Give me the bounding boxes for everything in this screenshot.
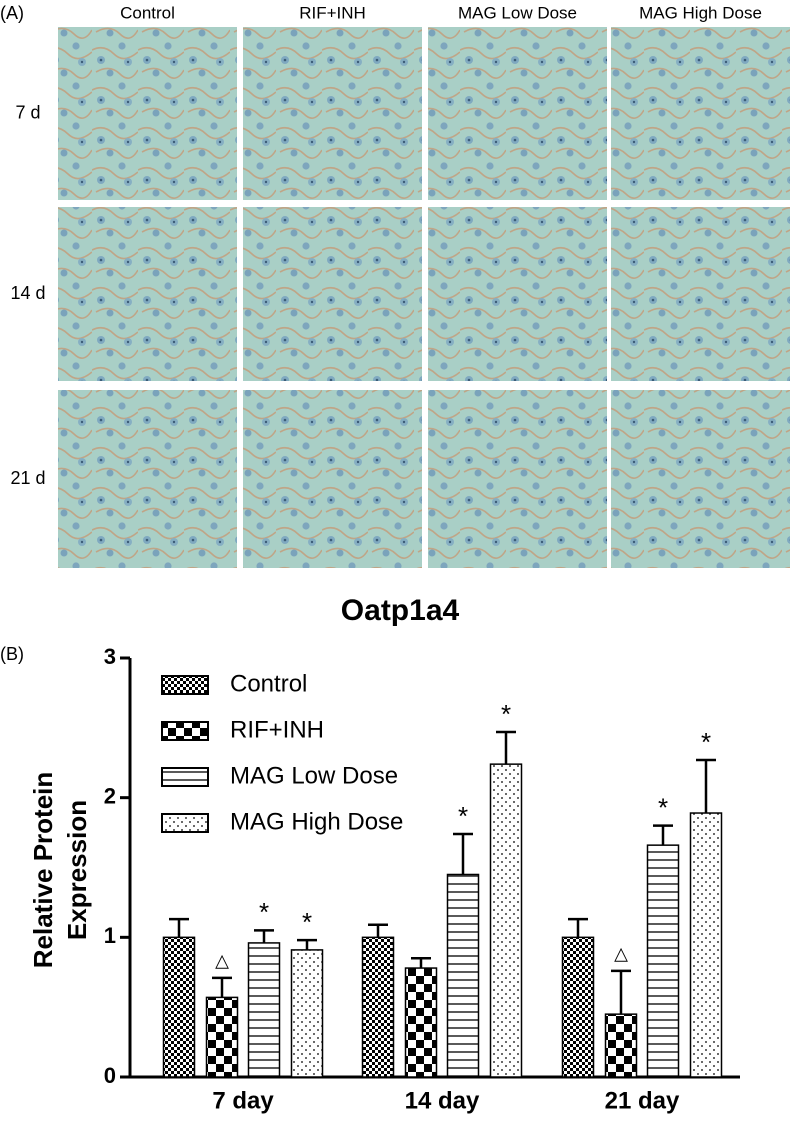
- error-bar: [568, 917, 588, 938]
- legend-swatch: [161, 813, 209, 833]
- x-tick-label: 7 day: [212, 1087, 274, 1114]
- bar: [361, 936, 395, 1078]
- panel-label: (A): [0, 3, 24, 23]
- significance-marker: △: [614, 944, 628, 964]
- legend-label: MAG Low Dose: [230, 762, 398, 789]
- bar: [446, 873, 480, 1078]
- error-bar: [496, 730, 516, 765]
- micrograph: [428, 207, 607, 381]
- panel-label: (B): [0, 644, 24, 664]
- micrograph: [58, 27, 237, 200]
- error-bar: [297, 938, 317, 950]
- legend-label: MAG High Dose: [230, 808, 403, 835]
- column-label: MAG High Dose: [639, 3, 762, 22]
- significance-marker: *: [259, 897, 269, 927]
- legend-label: Control: [230, 670, 307, 697]
- micrograph: [611, 207, 790, 381]
- column-label: Control: [120, 3, 175, 22]
- bar: [646, 844, 680, 1078]
- micrograph: [428, 390, 607, 568]
- bar: [689, 812, 723, 1078]
- x-tick-label: 21 day: [605, 1087, 680, 1114]
- y-tick-label: 1: [104, 923, 116, 948]
- bar: [604, 1013, 638, 1078]
- y-tick-label: 2: [104, 783, 116, 808]
- error-bar: [368, 923, 388, 938]
- legend-swatch: [161, 675, 209, 695]
- micrograph: [243, 27, 422, 200]
- legend-label: RIF+INH: [230, 716, 324, 743]
- error-bar: [696, 758, 716, 814]
- bar: [247, 942, 281, 1078]
- y-axis-label-line: Relative Protein: [28, 772, 58, 969]
- row-label: 21 d: [10, 468, 45, 488]
- significance-marker: *: [658, 792, 668, 822]
- x-tick-label: 14 day: [405, 1087, 480, 1114]
- y-axis-label: Relative Protein Expression: [28, 772, 92, 969]
- error-bar: [254, 929, 274, 943]
- significance-marker: *: [458, 801, 468, 831]
- significance-marker: *: [501, 699, 511, 729]
- chart-title: Oatp1a4: [341, 594, 460, 627]
- micrograph: [243, 207, 422, 381]
- y-axis-label-line: Expression: [62, 800, 92, 940]
- bar: [162, 936, 196, 1078]
- error-bar: [653, 824, 673, 846]
- error-bar: [611, 969, 631, 1015]
- column-label: RIF+INH: [299, 3, 366, 22]
- micrograph: [58, 207, 237, 381]
- micrograph: [243, 390, 422, 568]
- legend-swatch: [161, 721, 209, 741]
- y-tick-label: 3: [104, 644, 116, 669]
- micrograph: [611, 390, 790, 568]
- micrograph: [58, 390, 237, 568]
- micrograph: [428, 27, 607, 200]
- error-bar: [411, 957, 431, 969]
- error-bar: [453, 832, 473, 875]
- significance-marker: *: [302, 907, 312, 937]
- bar: [290, 949, 324, 1078]
- bar: [561, 936, 595, 1078]
- significance-marker: △: [215, 951, 229, 971]
- row-label: 7 d: [15, 102, 40, 122]
- bar: [489, 763, 523, 1078]
- micrograph: [611, 27, 790, 200]
- y-tick-label: 0: [104, 1063, 116, 1088]
- row-label: 14 d: [10, 283, 45, 303]
- legend-swatch: [161, 767, 209, 787]
- bar: [404, 967, 438, 1078]
- error-bar: [169, 917, 189, 938]
- column-label: MAG Low Dose: [458, 3, 577, 22]
- error-bar: [212, 976, 232, 998]
- significance-marker: *: [701, 727, 711, 757]
- bar: [205, 996, 239, 1078]
